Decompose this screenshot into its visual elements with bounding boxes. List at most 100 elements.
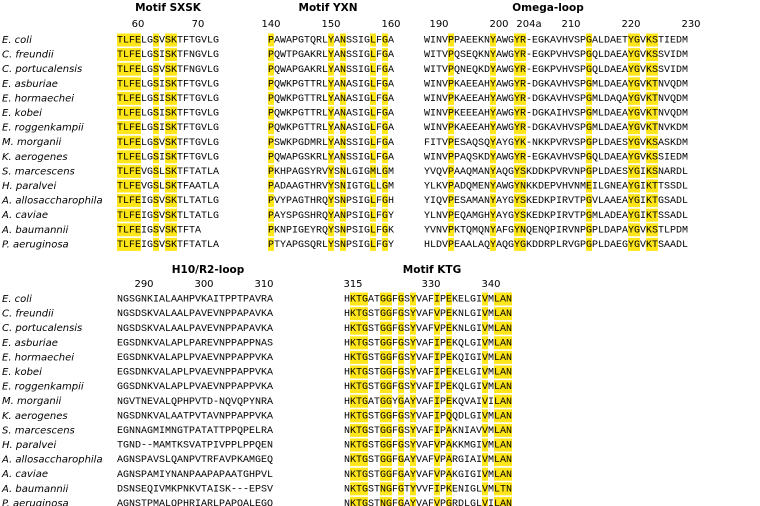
species-name: M. morganii (2, 396, 62, 407)
conserved-highlight (268, 208, 274, 222)
conserved-highlight (434, 380, 440, 394)
conserved-highlight (434, 394, 440, 408)
conserved-highlight (171, 62, 177, 76)
conserved-highlight (370, 62, 376, 76)
conserved-highlight (356, 350, 362, 364)
species-name: E. coli (2, 35, 32, 46)
species-name: C. portucalensis (2, 323, 82, 334)
conserved-highlight (123, 62, 129, 76)
conserved-highlight (520, 194, 526, 208)
conserved-highlight (370, 164, 376, 178)
sequence: YIQVPESAMANYAYGYSKEDKPIRVTPGVLAAEAYGIKTG… (424, 196, 688, 207)
position-label: 210 (561, 19, 580, 30)
conserved-highlight (494, 380, 500, 394)
conserved-highlight (340, 208, 346, 222)
conserved-highlight (153, 62, 159, 76)
conserved-highlight (135, 237, 141, 251)
conserved-highlight (514, 179, 520, 193)
conserved-highlight (386, 365, 392, 379)
sequence: NKTGSTGGFGSYVAFIPAKNIAVVMLAN (344, 426, 512, 437)
conserved-highlight (448, 164, 454, 178)
conserved-highlight (490, 62, 496, 76)
conserved-highlight (153, 194, 159, 208)
conserved-highlight (340, 121, 346, 135)
sequence: EGSDNKVALAPLPVAEVNPPAPPVKA (117, 368, 273, 379)
conserved-highlight (628, 106, 634, 120)
conserved-highlight (380, 394, 386, 408)
conserved-highlight (382, 194, 388, 208)
conserved-highlight (165, 121, 171, 135)
conserved-highlight (328, 121, 334, 135)
conserved-highlight (628, 223, 634, 237)
conserved-highlight (448, 121, 454, 135)
conserved-highlight (628, 164, 634, 178)
conserved-highlight (356, 336, 362, 350)
conserved-highlight (356, 467, 362, 481)
conserved-highlight (382, 33, 388, 47)
conserved-highlight (448, 194, 454, 208)
conserved-highlight (153, 208, 159, 222)
conserved-highlight (382, 121, 388, 135)
conserved-highlight (356, 365, 362, 379)
conserved-highlight (520, 62, 526, 76)
conserved-highlight (123, 135, 129, 149)
conserved-highlight (362, 438, 368, 452)
conserved-highlight (520, 77, 526, 91)
sequence: HKTGATGGFGSYVAFIPEKELGIVMLAN (344, 295, 512, 306)
conserved-highlight (268, 150, 274, 164)
conserved-highlight (382, 48, 388, 62)
conserved-highlight (386, 380, 392, 394)
conserved-highlight (628, 208, 634, 222)
position-label: 150 (321, 19, 340, 30)
conserved-highlight (328, 179, 334, 193)
conserved-highlight (520, 48, 526, 62)
sequence: HKTGSTGGFGSYVAFIPEKQLGIVMLAN (344, 382, 512, 393)
conserved-highlight (628, 91, 634, 105)
position-label: 190 (429, 19, 448, 30)
conserved-highlight (362, 350, 368, 364)
conserved-highlight (646, 237, 652, 251)
sequence: HKTGATGGYGAYVAFIPEKQVAIVILAN (344, 397, 512, 408)
conserved-highlight (117, 237, 123, 251)
conserved-highlight (380, 365, 386, 379)
conserved-highlight (386, 350, 392, 364)
conserved-highlight (350, 307, 356, 321)
conserved-highlight (382, 77, 388, 91)
conserved-highlight (165, 106, 171, 120)
conserved-highlight (340, 179, 346, 193)
conserved-highlight (382, 223, 388, 237)
conserved-highlight (380, 292, 386, 306)
sequence: PQWKPGTTRLYANASIGLFGA (268, 123, 394, 134)
conserved-highlight (362, 423, 368, 437)
conserved-highlight (362, 321, 368, 335)
conserved-highlight (117, 223, 123, 237)
conserved-highlight (652, 135, 658, 149)
conserved-highlight (410, 409, 416, 423)
conserved-highlight (514, 121, 520, 135)
conserved-highlight (628, 62, 634, 76)
conserved-highlight (135, 179, 141, 193)
sequence: AGNSTPMALQPHRIARLPAPQALEGQ (117, 499, 273, 506)
conserved-highlight (586, 48, 592, 62)
conserved-highlight (386, 438, 392, 452)
sequence: EGSDNKVALAPLPVAEVNPPAPPVKA (117, 353, 273, 364)
conserved-highlight (165, 91, 171, 105)
conserved-highlight (586, 77, 592, 91)
conserved-highlight (494, 321, 500, 335)
conserved-highlight (652, 223, 658, 237)
conserved-highlight (165, 48, 171, 62)
conserved-highlight (490, 121, 496, 135)
conserved-highlight (494, 365, 500, 379)
conserved-highlight (500, 380, 506, 394)
position-label: 220 (621, 19, 640, 30)
conserved-highlight (448, 106, 454, 120)
species-name: M. morganii (2, 137, 62, 148)
conserved-highlight (506, 467, 512, 481)
species-name: H. paralvei (2, 440, 56, 451)
sequence: WINVPPAQSKDYAWGYR-EGKAVHVSPGQLDAEAYGVKSS… (424, 152, 688, 163)
conserved-highlight (268, 106, 274, 120)
conserved-highlight (628, 121, 634, 135)
conserved-highlight (434, 482, 440, 496)
conserved-highlight (446, 380, 452, 394)
species-name: K. aerogenes (2, 152, 68, 163)
